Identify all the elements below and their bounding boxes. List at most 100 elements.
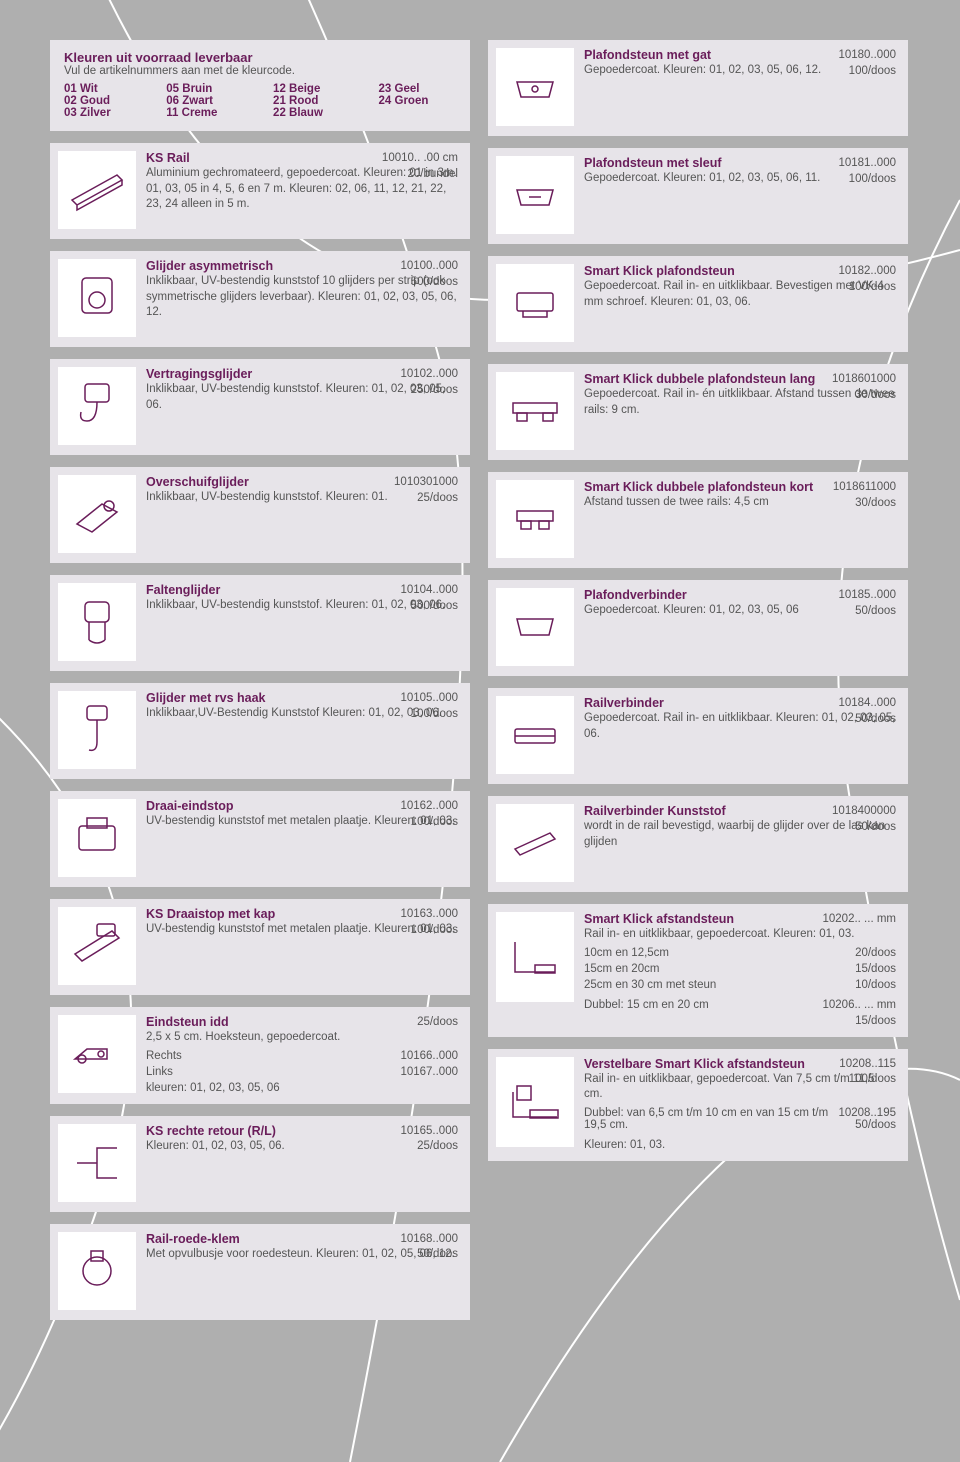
- product-thumbnail: [496, 480, 574, 558]
- product-qty: 100/doos: [400, 815, 458, 831]
- product-qty: 50/doos: [838, 712, 896, 728]
- product-meta: 10165..000 25/doos: [400, 1124, 458, 1155]
- product-card: Glijder asymmetrisch Inklikbaar, UV-best…: [50, 251, 470, 347]
- color-code: 21 Rood: [273, 95, 350, 107]
- product-code: 10168..000: [400, 1232, 458, 1248]
- product-description: 2,5 x 5 cm. Hoeksteun, gepoedercoat.: [146, 1030, 458, 1046]
- product-thumbnail: [496, 588, 574, 666]
- product-thumbnail: [58, 691, 136, 769]
- product-card: Plafondsteun met gat Gepoedercoat. Kleur…: [488, 40, 908, 136]
- product-subrow: Kleuren: 01, 03.: [584, 1139, 896, 1151]
- product-code: 10182..000: [838, 264, 896, 280]
- product-qty: 30/doos: [832, 388, 896, 404]
- legend-subtitle: Vul de artikelnummers aan met de kleurco…: [64, 65, 456, 77]
- product-qty: 50/doos: [838, 604, 896, 620]
- product-meta: 10168..000 50/doos: [400, 1232, 458, 1263]
- product-card: KS Draaistop met kap UV-bestendig kunsts…: [50, 899, 470, 995]
- product-thumbnail: [58, 259, 136, 337]
- product-qty: 100/doos: [838, 280, 896, 296]
- product-code: 10163..000: [400, 907, 458, 923]
- product-qty: 50/doos: [832, 820, 896, 836]
- product-meta: 1010301000 25/doos: [394, 475, 458, 506]
- product-code: 10165..000: [400, 1124, 458, 1140]
- product-thumbnail: [58, 1124, 136, 1202]
- product-subrow: Rechts10166..000: [146, 1050, 458, 1062]
- product-qty: 25/doos: [394, 491, 458, 507]
- product-meta: 25/doos: [417, 1015, 458, 1031]
- product-qty: 20/bundel: [382, 167, 458, 183]
- product-code: 10102..000: [400, 367, 458, 383]
- product-subrow: Dubbel: van 6,5 cm t/m 10 cm en van 15 c…: [584, 1107, 896, 1131]
- product-qty: 100/doos: [838, 172, 896, 188]
- product-meta: 10102..000 250/doos: [400, 367, 458, 398]
- product-code: 10100..000: [400, 259, 458, 275]
- product-card: Vertragingsglijder Inklikbaar, UV-besten…: [50, 359, 470, 455]
- color-code: 03 Zilver: [64, 107, 138, 119]
- product-code: 10105..000: [400, 691, 458, 707]
- product-code: 10202.. ... mm: [822, 912, 896, 928]
- product-thumbnail: [58, 1232, 136, 1310]
- product-meta: 10104..000 500/doos: [400, 583, 458, 614]
- color-code: 24 Groen: [379, 95, 456, 107]
- product-code: 10181..000: [838, 156, 896, 172]
- product-qty: 100/doos: [839, 1072, 896, 1088]
- color-code: 11 Creme: [166, 107, 245, 119]
- product-subrow: Dubbel: 15 cm en 20 cm10206.. ... mm: [584, 999, 896, 1011]
- product-thumbnail: [58, 151, 136, 229]
- color-code-table: 01 Wit05 Bruin12 Beige23 Geel02 Goud06 Z…: [64, 83, 456, 119]
- product-meta: 10181..000 100/doos: [838, 156, 896, 187]
- product-card: Plafondsteun met sleuf Gepoedercoat. Kle…: [488, 148, 908, 244]
- color-code: 23 Geel: [379, 83, 456, 95]
- color-code: 06 Zwart: [166, 95, 245, 107]
- product-qty: 100/doos: [400, 707, 458, 723]
- product-qty: 25/doos: [400, 1139, 458, 1155]
- product-card: Smart Klick dubbele plafondsteun lang Ge…: [488, 364, 908, 460]
- product-card: Smart Klick dubbele plafondsteun kort Af…: [488, 472, 908, 568]
- product-meta: 10182..000 100/doos: [838, 264, 896, 295]
- product-meta: 10208..115 100/doos: [839, 1057, 896, 1088]
- product-card: Verstelbare Smart Klick afstandsteun Rai…: [488, 1049, 908, 1161]
- product-thumbnail: [496, 804, 574, 882]
- product-card: Smart Klick afstandsteun Rail in- en uit…: [488, 904, 908, 1037]
- product-code: 10010.. .00 cm: [382, 151, 458, 167]
- product-subrow: 25cm en 30 cm met steun10/doos: [584, 979, 896, 991]
- product-code: 10184..000: [838, 696, 896, 712]
- product-card: Draai-eindstop UV-bestendig kunststof me…: [50, 791, 470, 887]
- product-thumbnail: [496, 264, 574, 342]
- product-meta: 10163..000 100/doos: [400, 907, 458, 938]
- product-thumbnail: [496, 48, 574, 126]
- right-column: Plafondsteun met gat Gepoedercoat. Kleur…: [488, 40, 908, 1320]
- product-card: Rail-roede-klem Met opvulbusje voor roed…: [50, 1224, 470, 1320]
- product-code: 10208..115: [839, 1057, 896, 1073]
- product-card: Faltenglijder Inklikbaar, UV-bestendig k…: [50, 575, 470, 671]
- product-meta: 10162..000 100/doos: [400, 799, 458, 830]
- product-meta: 1018601000 30/doos: [832, 372, 896, 403]
- product-thumbnail: [58, 799, 136, 877]
- product-code: 1018611000: [833, 480, 896, 496]
- product-qty: 100/doos: [838, 64, 896, 80]
- product-card: Railverbinder Kunststof wordt in de rail…: [488, 796, 908, 892]
- product-thumbnail: [496, 372, 574, 450]
- product-qty: 500/doos: [400, 599, 458, 615]
- product-meta: 10202.. ... mm: [822, 912, 896, 928]
- product-thumbnail: [496, 696, 574, 774]
- product-thumbnail: [496, 156, 574, 234]
- product-subrow: 15/doos: [584, 1015, 896, 1027]
- product-card: Glijder met rvs haak Inklikbaar,UV-Beste…: [50, 683, 470, 779]
- product-thumbnail: [58, 583, 136, 661]
- product-subrow: Links10167..000: [146, 1066, 458, 1078]
- product-meta: 1018611000 30/doos: [833, 480, 896, 511]
- color-code: 12 Beige: [273, 83, 350, 95]
- product-qty: 250/doos: [400, 383, 458, 399]
- product-description: Rail in- en uitklikbaar, gepoedercoat. K…: [584, 927, 896, 943]
- product-title: Eindsteun idd: [146, 1015, 458, 1029]
- product-qty: 25/doos: [417, 1015, 458, 1031]
- product-thumbnail: [496, 1057, 574, 1147]
- product-code: 1018400000: [832, 804, 896, 820]
- left-column: Kleuren uit voorraad leverbaar Vul de ar…: [50, 40, 470, 1320]
- product-subrow: 15cm en 20cm15/doos: [584, 963, 896, 975]
- product-card: Overschuifglijder Inklikbaar, UV-bestend…: [50, 467, 470, 563]
- color-legend-card: Kleuren uit voorraad leverbaar Vul de ar…: [50, 40, 470, 131]
- product-meta: 1018400000 50/doos: [832, 804, 896, 835]
- product-card: KS rechte retour (R/L) Kleuren: 01, 02, …: [50, 1116, 470, 1212]
